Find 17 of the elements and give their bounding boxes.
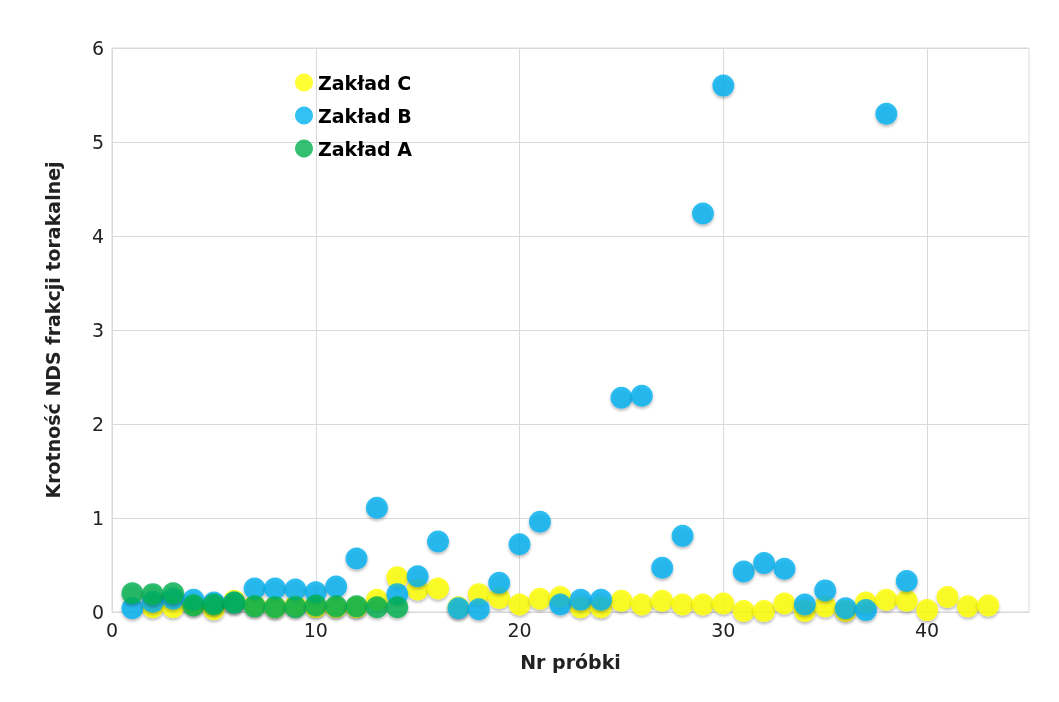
y-tick-label: 4 bbox=[91, 225, 104, 247]
x-axis-title: Nr próbki bbox=[520, 650, 621, 673]
y-tick-label: 0 bbox=[91, 601, 104, 623]
y-tick-label: 3 bbox=[91, 319, 104, 341]
x-tick-label: 10 bbox=[303, 618, 328, 641]
x-tick-label: 40 bbox=[915, 618, 940, 641]
y-tick-label: 2 bbox=[91, 413, 104, 435]
legend-label: Zakład B bbox=[318, 104, 412, 127]
y-axis-title: Krotność NDS frakcji torakalnej bbox=[41, 161, 64, 499]
x-tick-label: 30 bbox=[711, 618, 736, 641]
legend-label: Zakład C bbox=[318, 71, 412, 94]
x-tick-label: 20 bbox=[507, 618, 532, 641]
y-tick-label: 1 bbox=[91, 507, 104, 529]
x-tick-label: 0 bbox=[105, 618, 119, 641]
legend-label: Zakład A bbox=[318, 137, 413, 160]
y-tick-label: 6 bbox=[91, 37, 104, 59]
y-tick-label: 5 bbox=[91, 131, 104, 153]
